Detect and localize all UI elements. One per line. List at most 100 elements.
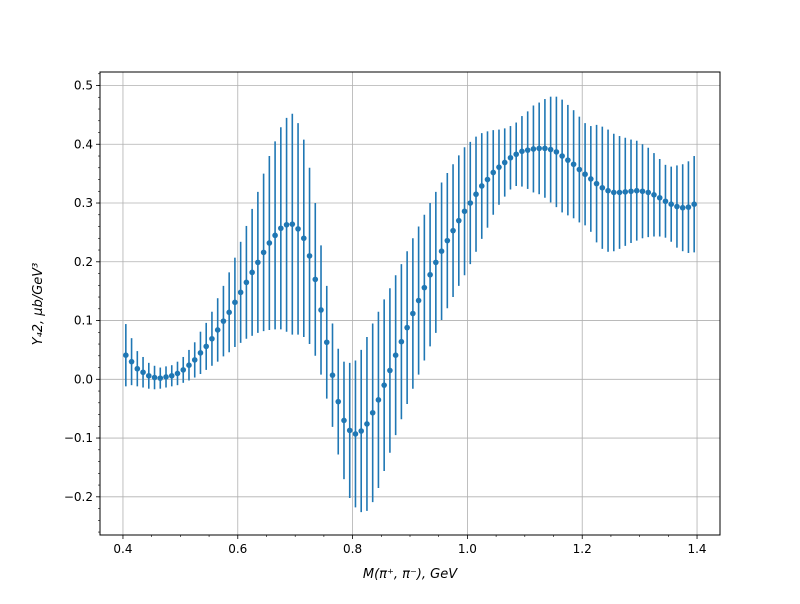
data-point bbox=[582, 171, 588, 178]
data-point bbox=[186, 362, 192, 368]
data-point bbox=[513, 151, 520, 158]
y-tick-label: −0.1 bbox=[64, 431, 93, 445]
data-point bbox=[662, 198, 669, 205]
data-point bbox=[433, 259, 439, 266]
data-point bbox=[536, 145, 542, 152]
data-point bbox=[473, 191, 479, 198]
data-point bbox=[478, 183, 485, 189]
data-point bbox=[191, 357, 198, 363]
x-tick-label: 0.8 bbox=[343, 542, 362, 556]
data-point bbox=[289, 221, 296, 227]
data-point bbox=[232, 299, 238, 306]
data-point bbox=[467, 200, 474, 206]
data-point bbox=[542, 145, 548, 152]
data-point bbox=[335, 398, 342, 405]
data-point bbox=[358, 428, 365, 434]
x-tick-label: 0.4 bbox=[113, 542, 132, 556]
data-point bbox=[547, 146, 554, 153]
data-point bbox=[507, 154, 514, 161]
data-point bbox=[128, 358, 135, 365]
data-point bbox=[588, 176, 594, 182]
data-point bbox=[283, 221, 290, 228]
data-point bbox=[570, 161, 577, 168]
grid bbox=[100, 72, 720, 535]
data-point bbox=[410, 310, 416, 317]
data-point bbox=[180, 367, 187, 373]
data-point bbox=[496, 164, 502, 170]
data-point bbox=[519, 148, 525, 155]
y-tick-label: 0.1 bbox=[74, 314, 93, 328]
x-tick-label: 1.2 bbox=[573, 542, 592, 556]
data-point bbox=[404, 324, 410, 331]
data-point bbox=[243, 279, 250, 286]
y-tick-label: 0.0 bbox=[74, 372, 93, 386]
x-axis-label: M(π⁺, π⁻), GeV bbox=[363, 567, 458, 582]
data-point bbox=[329, 372, 336, 378]
data-point bbox=[214, 327, 221, 333]
data-point bbox=[593, 180, 600, 187]
data-point bbox=[645, 189, 652, 196]
data-point bbox=[651, 192, 657, 198]
data-point bbox=[174, 370, 181, 377]
data-point bbox=[364, 421, 370, 427]
data-point bbox=[484, 176, 491, 183]
data-point bbox=[421, 284, 428, 291]
data-point bbox=[249, 269, 255, 276]
data-point bbox=[530, 146, 537, 152]
x-tick-label: 0.6 bbox=[228, 542, 247, 556]
data-point bbox=[260, 249, 267, 256]
data-point bbox=[628, 188, 634, 195]
data-point bbox=[145, 372, 152, 379]
data-point bbox=[140, 369, 146, 376]
data-point bbox=[501, 159, 508, 166]
data-point bbox=[622, 189, 629, 195]
data-point bbox=[295, 226, 301, 232]
data-point bbox=[203, 343, 210, 350]
x-tick-label: 1.0 bbox=[458, 542, 477, 556]
data-point bbox=[392, 352, 399, 359]
data-point bbox=[438, 248, 445, 255]
data-point bbox=[455, 217, 462, 224]
data-point bbox=[163, 374, 169, 380]
data-point bbox=[226, 309, 232, 316]
data-point bbox=[375, 397, 382, 403]
data-point bbox=[524, 147, 531, 153]
data-point bbox=[237, 289, 244, 296]
data-point bbox=[559, 153, 565, 159]
data-point bbox=[255, 259, 261, 266]
data-point bbox=[220, 318, 227, 324]
data-point bbox=[576, 166, 583, 173]
data-point bbox=[633, 187, 640, 194]
data-point bbox=[197, 350, 204, 356]
data-point bbox=[679, 204, 686, 211]
data-point bbox=[565, 157, 571, 163]
x-axis: 0.4 0.6 0.8 1.0 1.2 1.4 bbox=[113, 535, 707, 556]
data-point bbox=[266, 240, 273, 246]
data-point bbox=[605, 187, 611, 194]
data-point bbox=[427, 271, 433, 278]
y-tick-label: 0.3 bbox=[74, 196, 93, 210]
y-tick-label: 0.5 bbox=[74, 79, 93, 93]
y-tick-label: 0.4 bbox=[74, 137, 93, 151]
x-tick-label: 1.4 bbox=[687, 542, 706, 556]
data-point bbox=[209, 335, 215, 342]
data-point bbox=[685, 204, 692, 210]
data-points bbox=[123, 145, 697, 437]
data-point bbox=[323, 339, 330, 346]
y-axis-label: Y₄2, μb/GeV³ bbox=[31, 263, 46, 346]
data-point bbox=[352, 431, 359, 437]
data-point bbox=[123, 352, 129, 359]
data-point bbox=[444, 237, 451, 244]
data-point bbox=[610, 189, 617, 196]
data-point bbox=[415, 297, 422, 304]
data-point bbox=[341, 417, 347, 424]
data-point bbox=[461, 208, 468, 215]
data-point bbox=[450, 227, 456, 234]
data-point bbox=[318, 307, 324, 313]
data-point bbox=[381, 382, 387, 388]
data-point bbox=[278, 225, 284, 232]
y-tick-label: 0.2 bbox=[74, 255, 93, 269]
